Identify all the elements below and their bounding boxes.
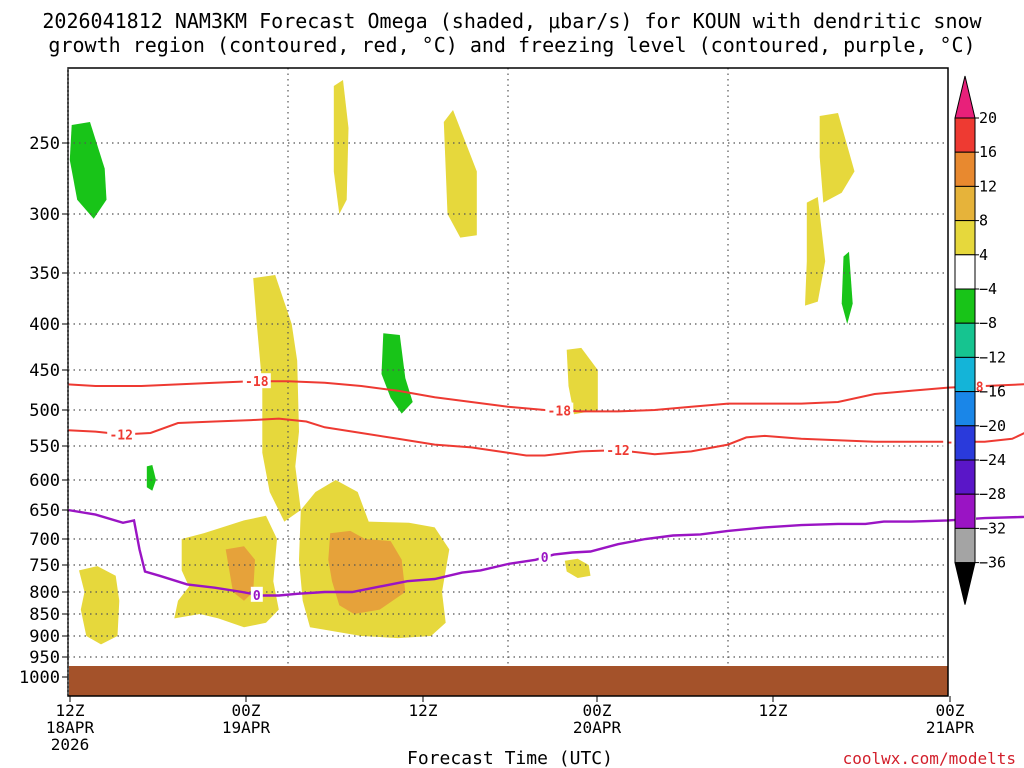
y-tick-label-450: 450 xyxy=(29,361,60,381)
colorbar-bin-9 xyxy=(954,391,976,427)
omega-region-yellow-450-mid xyxy=(566,347,598,415)
x-axis-title: Forecast Time (UTC) xyxy=(407,748,613,768)
colorbar-bin-1 xyxy=(954,117,976,153)
site-credit: coolwx.com/modelts xyxy=(843,749,1016,768)
omega-region-yellow-small-760 xyxy=(564,558,591,578)
colorbar-label-6: −8 xyxy=(979,314,997,332)
colorbar-label-0: 20 xyxy=(979,109,997,127)
colorbar-top-triangle xyxy=(954,75,976,119)
colorbar-bin-2 xyxy=(954,151,976,187)
omega-region-yellow-column-00z xyxy=(253,275,301,522)
omega-shading-layer xyxy=(69,80,855,645)
colorbar-bin-13 xyxy=(954,527,976,564)
colorbar-label-2: 12 xyxy=(979,177,997,195)
y-axis-ticks: 2503003504004505005506006507007508008509… xyxy=(19,134,68,688)
colorbar-bin-3 xyxy=(954,185,976,222)
y-tick-label-850: 850 xyxy=(29,605,60,625)
x-tick-label-2-0: 12Z xyxy=(409,701,438,720)
colorbar-bin-11 xyxy=(954,459,976,495)
y-tick-label-250: 250 xyxy=(29,134,60,154)
y-tick-label-750: 750 xyxy=(29,556,60,576)
y-tick-label-400: 400 xyxy=(29,315,60,335)
x-tick-label-4-0: 12Z xyxy=(759,701,788,720)
dgz-label-0: -18 xyxy=(245,375,269,390)
colorbar-bin-6 xyxy=(954,288,976,324)
colorbar-label-5: −4 xyxy=(979,280,997,298)
colorbar-label-9: −20 xyxy=(979,417,1006,435)
plot-area: -18-18-18-12-12-12000 xyxy=(67,67,1024,697)
contour-label-bg xyxy=(545,402,574,418)
colorbar-label-11: −28 xyxy=(979,485,1006,503)
y-tick-label-550: 550 xyxy=(29,437,60,457)
x-tick-label-3-0: 00Z xyxy=(583,701,612,720)
contour-label-bg xyxy=(538,549,551,565)
omega-region-yellow-left-low xyxy=(79,566,120,645)
omega-region-yellow-spike-00z xyxy=(333,80,349,214)
omega-region-green-thin-right xyxy=(841,251,853,324)
omega-region-yellow-300-upper xyxy=(443,110,477,238)
omega-region-orange-left xyxy=(225,546,255,601)
y-tick-label-300: 300 xyxy=(29,205,60,225)
colorbar-label-3: 8 xyxy=(979,212,988,230)
chart-title-line-1: 2026041812 NAM3KM Forecast Omega (shaded… xyxy=(42,9,982,33)
dgz-contour-12 xyxy=(67,417,1024,457)
x-tick-label-1-1: 19APR xyxy=(222,718,271,737)
contour-label-bg xyxy=(242,373,271,389)
surface-ground-band xyxy=(69,666,948,696)
omega-region-yellow-250-right-top xyxy=(819,113,855,203)
x-tick-label-5-1: 21APR xyxy=(926,718,975,737)
colorbar-label-13: −36 xyxy=(979,554,1006,572)
colorbar-bin-10 xyxy=(954,425,976,461)
x-tick-label-0-0: 12Z xyxy=(56,701,85,720)
contour-label-bg xyxy=(107,426,136,442)
colorbar-label-7: −12 xyxy=(979,348,1006,366)
y-tick-label-600: 600 xyxy=(29,471,60,491)
freezing-label-1: 0 xyxy=(541,551,549,566)
y-tick-label-650: 650 xyxy=(29,501,60,521)
colorbar-label-1: 16 xyxy=(979,143,997,161)
freezing-level-contour xyxy=(67,508,1024,597)
colorbar-bin-5 xyxy=(954,254,976,290)
omega-region-green-450 xyxy=(381,333,413,414)
colorbar-label-4: 4 xyxy=(979,246,988,264)
dgz-label-1: -18 xyxy=(548,405,572,420)
x-tick-label-5-0: 00Z xyxy=(936,701,965,720)
colorbar-label-12: −32 xyxy=(979,519,1006,537)
x-tick-label-3-1: 20APR xyxy=(573,718,622,737)
colorbar-bin-8 xyxy=(954,356,976,393)
y-tick-label-900: 900 xyxy=(29,627,60,647)
freezing-label-0: 0 xyxy=(253,589,261,604)
x-tick-label-0-1: 18APR xyxy=(46,718,95,737)
colorbar-label-8: −16 xyxy=(979,383,1006,401)
y-tick-label-1000: 1000 xyxy=(19,668,60,688)
colorbar: 20 16 12 8 4 −4 −8 −12 −16 −20 −24 −28 −32 −36 xyxy=(954,75,1006,605)
omega-region-green-top-left xyxy=(69,122,107,219)
omega-region-green-small-600 xyxy=(146,465,156,491)
y-tick-label-700: 700 xyxy=(29,530,60,550)
x-tick-label-1-0: 00Z xyxy=(232,701,261,720)
y-tick-label-800: 800 xyxy=(29,583,60,603)
contour-label-bg xyxy=(250,586,263,602)
dgz-label-0: -12 xyxy=(109,428,132,443)
y-tick-label-950: 950 xyxy=(29,648,60,668)
colorbar-label-10: −24 xyxy=(979,451,1006,469)
dgz-label-1: -12 xyxy=(606,444,629,459)
omega-region-orange-center xyxy=(328,530,406,614)
contour-label-bg xyxy=(604,442,632,458)
y-tick-label-500: 500 xyxy=(29,401,60,421)
colorbar-bin-7 xyxy=(954,322,976,358)
colorbar-bottom-triangle xyxy=(954,562,976,605)
y-tick-label-350: 350 xyxy=(29,264,60,284)
chart-title-line-2: growth region (contoured, red, °C) and f… xyxy=(48,33,975,57)
x-tick-label-0-2: 2026 xyxy=(51,735,90,754)
omega-region-yellow-340-right xyxy=(805,197,826,306)
colorbar-bin-4 xyxy=(954,220,976,256)
colorbar-bin-12 xyxy=(954,493,976,529)
